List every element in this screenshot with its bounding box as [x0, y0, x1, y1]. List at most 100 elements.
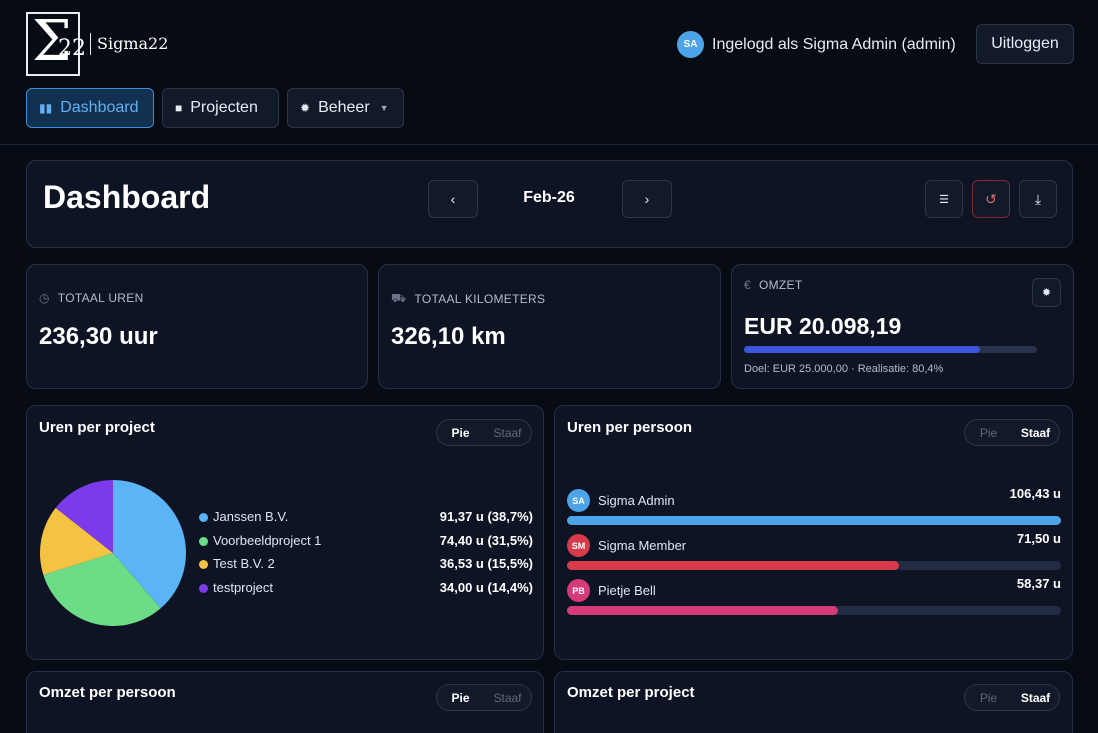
person-row: SA Sigma Admin 106,43 u	[567, 486, 1061, 534]
person-bar-track	[567, 606, 1061, 615]
revenue-per-person-toggle: Pie Staaf	[436, 684, 532, 711]
person-row: SM Sigma Member 71,50 u	[567, 531, 1061, 579]
app-header: Σ 22 Sigma22 SA Ingelogd als Sigma Admin…	[0, 0, 1098, 145]
stat-revenue: € OMZET ✹ EUR 20.098,19 Doel: EUR 25.000…	[731, 264, 1074, 389]
clock-icon: ◷	[39, 291, 50, 305]
stat-km-label: ⛟ TOTAAL KILOMETERS	[391, 291, 545, 307]
hours-pie-legend: Janssen B.V. 91,37 u (38,7%) Voorbeeldpr…	[199, 508, 533, 602]
hours-pie-chart	[39, 480, 186, 626]
stat-total-km: ⛟ TOTAAL KILOMETERS 326,10 km	[378, 264, 721, 389]
nav-projecten[interactable]: ■ Projecten	[162, 88, 279, 128]
current-month: Feb-26	[523, 189, 575, 206]
next-month-button[interactable]: ›	[622, 180, 672, 218]
pie-slice[interactable]	[113, 480, 186, 609]
euro-icon: €	[744, 278, 751, 292]
user-info: SA Ingelogd als Sigma Admin (admin)	[677, 31, 956, 58]
nav-beheer-label: Beheer	[318, 99, 370, 116]
legend-dot	[199, 536, 208, 546]
app-logo[interactable]: Σ 22 Sigma22	[26, 9, 168, 76]
legend-item: testproject 34,00 u (14,4%)	[199, 579, 533, 603]
hours-per-project-title: Uren per project	[39, 419, 155, 436]
legend-dot	[199, 513, 208, 522]
gear-icon: ✹	[1041, 287, 1052, 299]
nav-dashboard[interactable]: ▮▮ Dashboard	[26, 88, 154, 128]
toggle-bar[interactable]: Staaf	[493, 425, 522, 440]
download-button[interactable]: ⤓	[1019, 180, 1057, 218]
person-bar	[567, 516, 1061, 525]
logout-button[interactable]: Uitloggen	[976, 24, 1074, 64]
logged-in-text: Ingelogd als Sigma Admin (admin)	[712, 35, 956, 53]
legend-item: Test B.V. 2 36,53 u (15,5%)	[199, 555, 533, 579]
stat-hours-value: 236,30 uur	[39, 323, 158, 350]
hours-per-person-card: Uren per persoon Pie Staaf SA Sigma Admi…	[554, 405, 1073, 660]
legend-dot	[199, 560, 208, 569]
stat-km-value: 326,10 km	[391, 323, 506, 350]
brand-name: Sigma22	[90, 33, 168, 55]
prev-month-button[interactable]: ‹	[428, 180, 478, 218]
stat-km-label-text: TOTAAL KILOMETERS	[414, 292, 546, 306]
filter-icon: ☰	[939, 193, 949, 206]
legend-value: 74,40 u (31,5%)	[439, 532, 533, 548]
toggle-pie[interactable]: Pie	[451, 425, 470, 440]
revenue-settings-button[interactable]: ✹	[1032, 278, 1061, 307]
toggle-pie[interactable]: Pie	[451, 690, 470, 705]
revenue-per-project-toggle: Pie Staaf	[964, 684, 1060, 711]
legend-name: Test B.V. 2	[213, 556, 275, 571]
toggle-pie[interactable]: Pie	[979, 425, 998, 440]
revenue-per-person-card: Omzet per persoon Pie Staaf	[26, 671, 544, 733]
nav-beheer[interactable]: ✹ Beheer ▼	[287, 88, 404, 128]
stat-hours-label: ◷ TOTAAL UREN	[39, 291, 144, 305]
reset-button[interactable]: ↺	[972, 180, 1010, 218]
person-name: Sigma Member	[598, 538, 687, 553]
person-hours: 71,50 u	[1016, 531, 1061, 546]
download-icon: ⤓	[1034, 190, 1042, 207]
legend-dot	[199, 583, 208, 593]
reset-icon: ↺	[985, 190, 997, 207]
legend-item: Voorbeeldproject 1 74,40 u (31,5%)	[199, 532, 533, 556]
filter-button[interactable]: ☰	[925, 180, 963, 218]
revenue-progress-track	[744, 346, 1037, 353]
person-hours: 106,43 u	[1009, 486, 1061, 501]
avatar: SA	[567, 489, 590, 512]
logo-number: 22	[58, 36, 86, 61]
revenue-per-project-card: Omzet per project Pie Staaf	[554, 671, 1073, 733]
avatar: SM	[567, 534, 590, 557]
revenue-target-note: Doel: EUR 25.000,00 · Realisatie: 80,4%	[744, 363, 944, 375]
person-bar-track	[567, 516, 1061, 525]
stat-hours-label-text: TOTAAL UREN	[57, 291, 144, 305]
stat-revenue-label: € OMZET	[744, 278, 802, 292]
pie-slice[interactable]	[55, 480, 113, 553]
logo-mark: Σ 22	[26, 9, 86, 76]
gear-icon: ✹	[300, 101, 311, 115]
person-bar-track	[567, 561, 1061, 570]
legend-item: Janssen B.V. 91,37 u (38,7%)	[199, 508, 533, 532]
toggle-bar[interactable]: Staaf	[1020, 690, 1051, 705]
toggle-pie[interactable]: Pie	[979, 690, 998, 705]
legend-name: Voorbeeldproject 1	[213, 532, 322, 548]
person-hours: 58,37 u	[1016, 576, 1061, 591]
legend-value: 36,53 u (15,5%)	[439, 556, 533, 571]
revenue-progress-fill	[744, 346, 980, 353]
logo-symbol: Σ	[32, 9, 72, 74]
legend-name: Janssen B.V.	[213, 509, 289, 524]
hours-per-person-toggle: Pie Staaf	[964, 419, 1060, 446]
toggle-bar[interactable]: Staaf	[1020, 425, 1051, 440]
hours-per-project-card: Uren per project Pie Staaf Janssen B.V. …	[26, 405, 544, 660]
legend-value: 34,00 u (14,4%)	[439, 579, 533, 595]
pie-slice[interactable]	[43, 553, 161, 626]
page-title: Dashboard	[43, 179, 211, 215]
person-bar	[567, 606, 838, 615]
toggle-bar[interactable]: Staaf	[493, 690, 522, 705]
stat-revenue-value: EUR 20.098,19	[744, 313, 902, 339]
pie-slice[interactable]	[39, 507, 113, 575]
folder-icon: ■	[175, 101, 183, 115]
hours-per-project-toggle: Pie Staaf	[436, 419, 532, 446]
legend-name: testproject	[213, 579, 273, 595]
car-icon: ⛟	[391, 291, 407, 305]
nav-dashboard-label: Dashboard	[60, 99, 139, 116]
person-name: Pietje Bell	[598, 583, 656, 598]
user-avatar: SA	[677, 31, 704, 58]
avatar: PB	[567, 579, 590, 602]
hours-per-person-title: Uren per persoon	[567, 419, 693, 436]
stat-revenue-label-text: OMZET	[758, 278, 803, 292]
